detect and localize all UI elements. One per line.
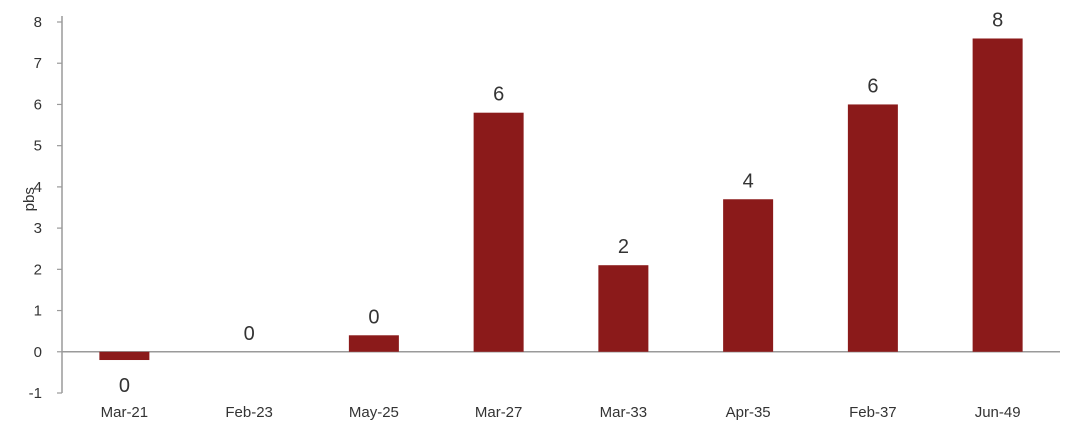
data-label: 0 xyxy=(368,306,379,328)
y-tick-label: -1 xyxy=(29,385,42,402)
data-label: 4 xyxy=(743,170,754,192)
x-tick-label: Jun-49 xyxy=(975,404,1021,421)
data-label: 6 xyxy=(867,75,878,97)
data-label: 8 xyxy=(992,9,1003,31)
bar xyxy=(473,112,524,352)
y-tick-label: 6 xyxy=(34,96,42,113)
data-label: 2 xyxy=(618,236,629,258)
y-tick-label: 0 xyxy=(34,344,42,361)
y-tick-label: 5 xyxy=(34,138,42,155)
bar xyxy=(847,104,898,352)
data-label: 0 xyxy=(244,323,255,345)
bar xyxy=(723,199,774,352)
x-tick-label: Feb-37 xyxy=(849,404,897,421)
x-tick-label: Mar-21 xyxy=(101,404,149,421)
y-tick-label: 2 xyxy=(34,261,42,278)
y-tick-label: 7 xyxy=(34,55,42,72)
bars xyxy=(99,38,1023,361)
bar xyxy=(348,335,399,352)
y-axis: -1 0 1 2 3 4 5 6 7 8 xyxy=(29,14,1060,402)
x-axis-labels: Mar-21 Feb-23 May-25 Mar-27 Mar-33 Apr-35 Feb-… xyxy=(101,404,1021,421)
y-tick-label: 8 xyxy=(34,14,42,31)
bar xyxy=(598,265,649,352)
bar xyxy=(99,351,150,361)
x-tick-label: May-25 xyxy=(349,404,399,421)
y-tick-label: 3 xyxy=(34,220,42,237)
y-axis-label: pbs xyxy=(21,187,38,211)
data-label: 0 xyxy=(119,375,130,397)
bar xyxy=(972,38,1023,352)
x-tick-label: Feb-23 xyxy=(225,404,273,421)
y-tick-label: 1 xyxy=(34,303,42,320)
x-tick-label: Apr-35 xyxy=(726,404,771,421)
y-tick-label: 4 xyxy=(34,179,42,196)
x-tick-label: Mar-33 xyxy=(600,404,648,421)
data-labels: 0 0 0 6 2 4 6 8 xyxy=(119,9,1003,397)
data-label: 6 xyxy=(493,84,504,106)
x-tick-label: Mar-27 xyxy=(475,404,523,421)
